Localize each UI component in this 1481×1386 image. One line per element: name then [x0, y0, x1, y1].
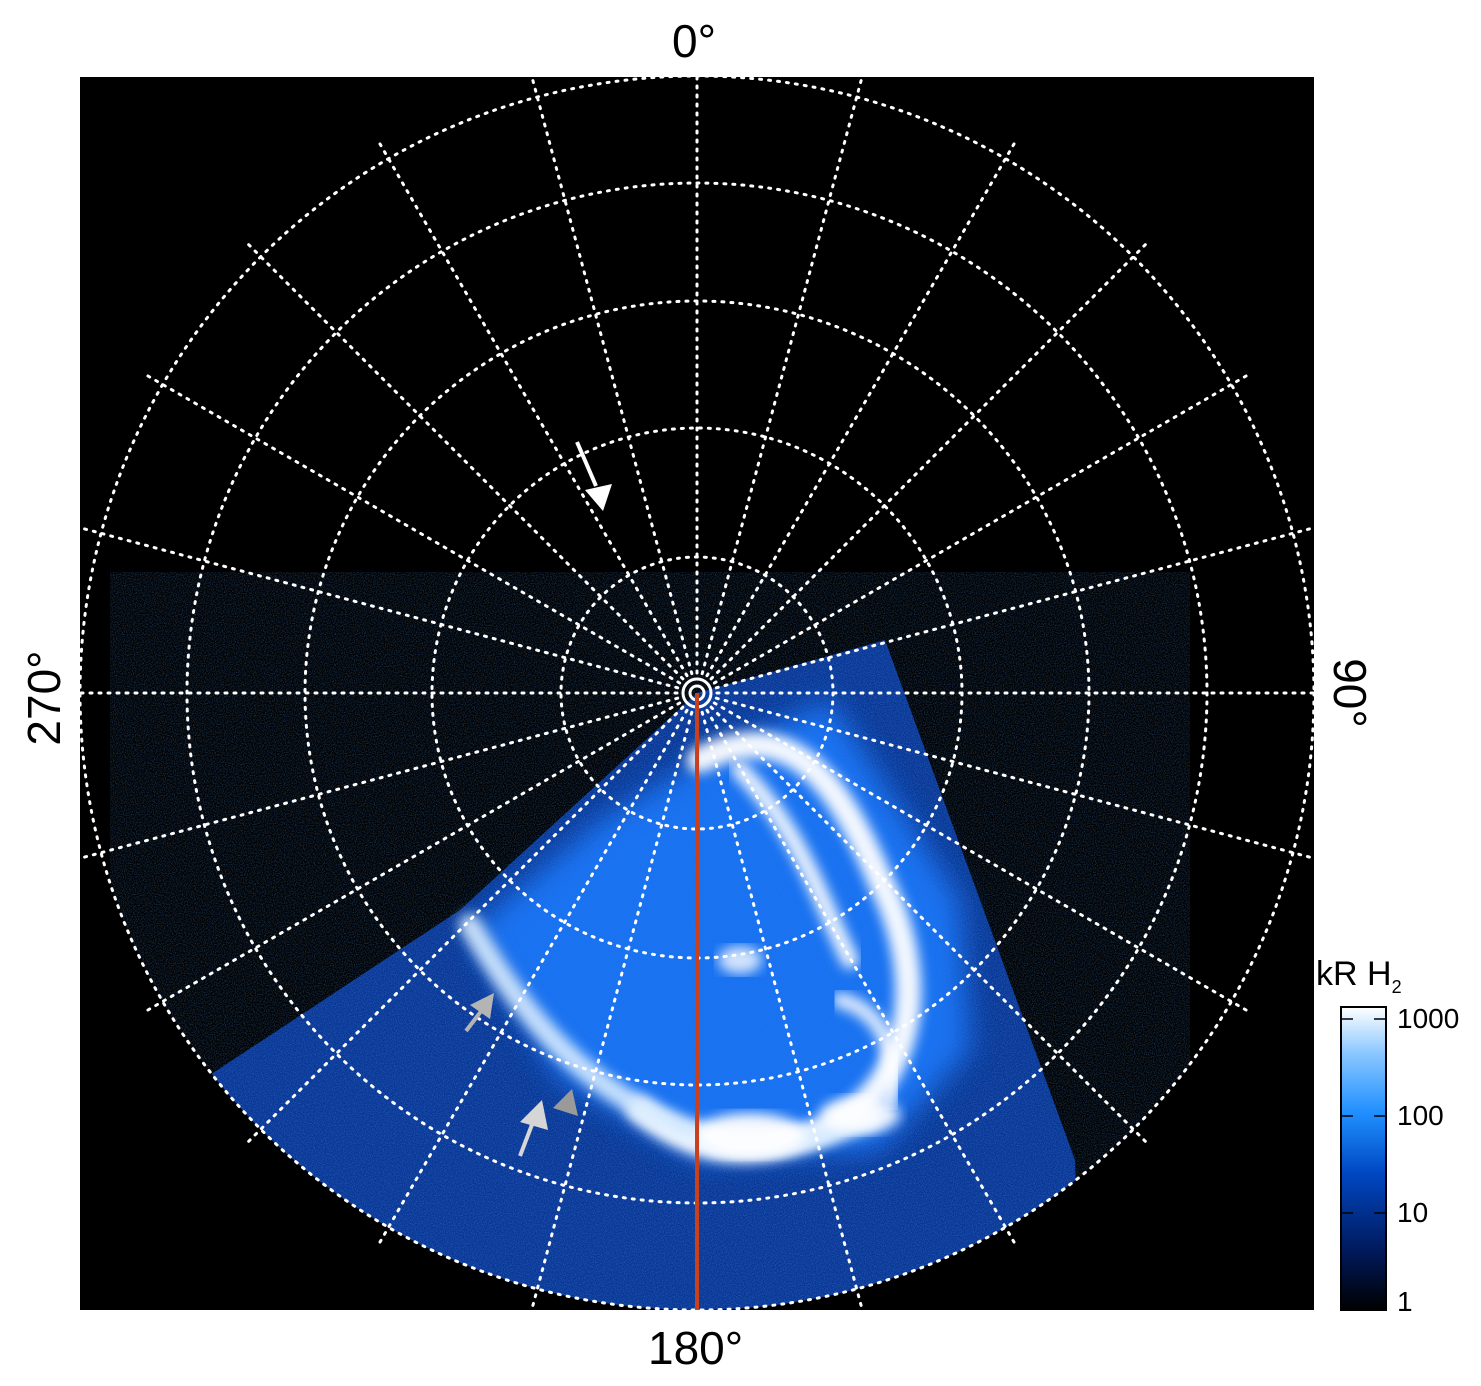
colorbar-title: kR H2: [1316, 957, 1402, 996]
angle-label-right: 90°: [1324, 658, 1376, 728]
angle-label-bottom: 180°: [648, 1322, 744, 1374]
colorbar-tick-label: 1: [1397, 1286, 1413, 1317]
gray-arrow-annotation: [464, 993, 494, 1033]
colorbar-title-text: kR H: [1316, 955, 1392, 993]
angle-label-left: 270°: [18, 650, 70, 746]
auroral-emission-region: [200, 640, 1100, 1310]
colorbar: [1340, 1006, 1387, 1311]
colorbar-title-subscript: 2: [1391, 976, 1402, 997]
colorbar-tick-label: 1000: [1397, 1003, 1460, 1034]
white-arrow-annotation: [575, 441, 612, 511]
gray-arrow-annotation: [518, 1100, 548, 1157]
angle-label-top: 0°: [672, 15, 716, 67]
colorbar-ticks: [1341, 1018, 1386, 1214]
gray-arrow-annotation: [553, 1089, 578, 1116]
colorbar-tick-label: 100: [1397, 1100, 1444, 1131]
colorbar-tick-label: 10: [1397, 1197, 1429, 1228]
